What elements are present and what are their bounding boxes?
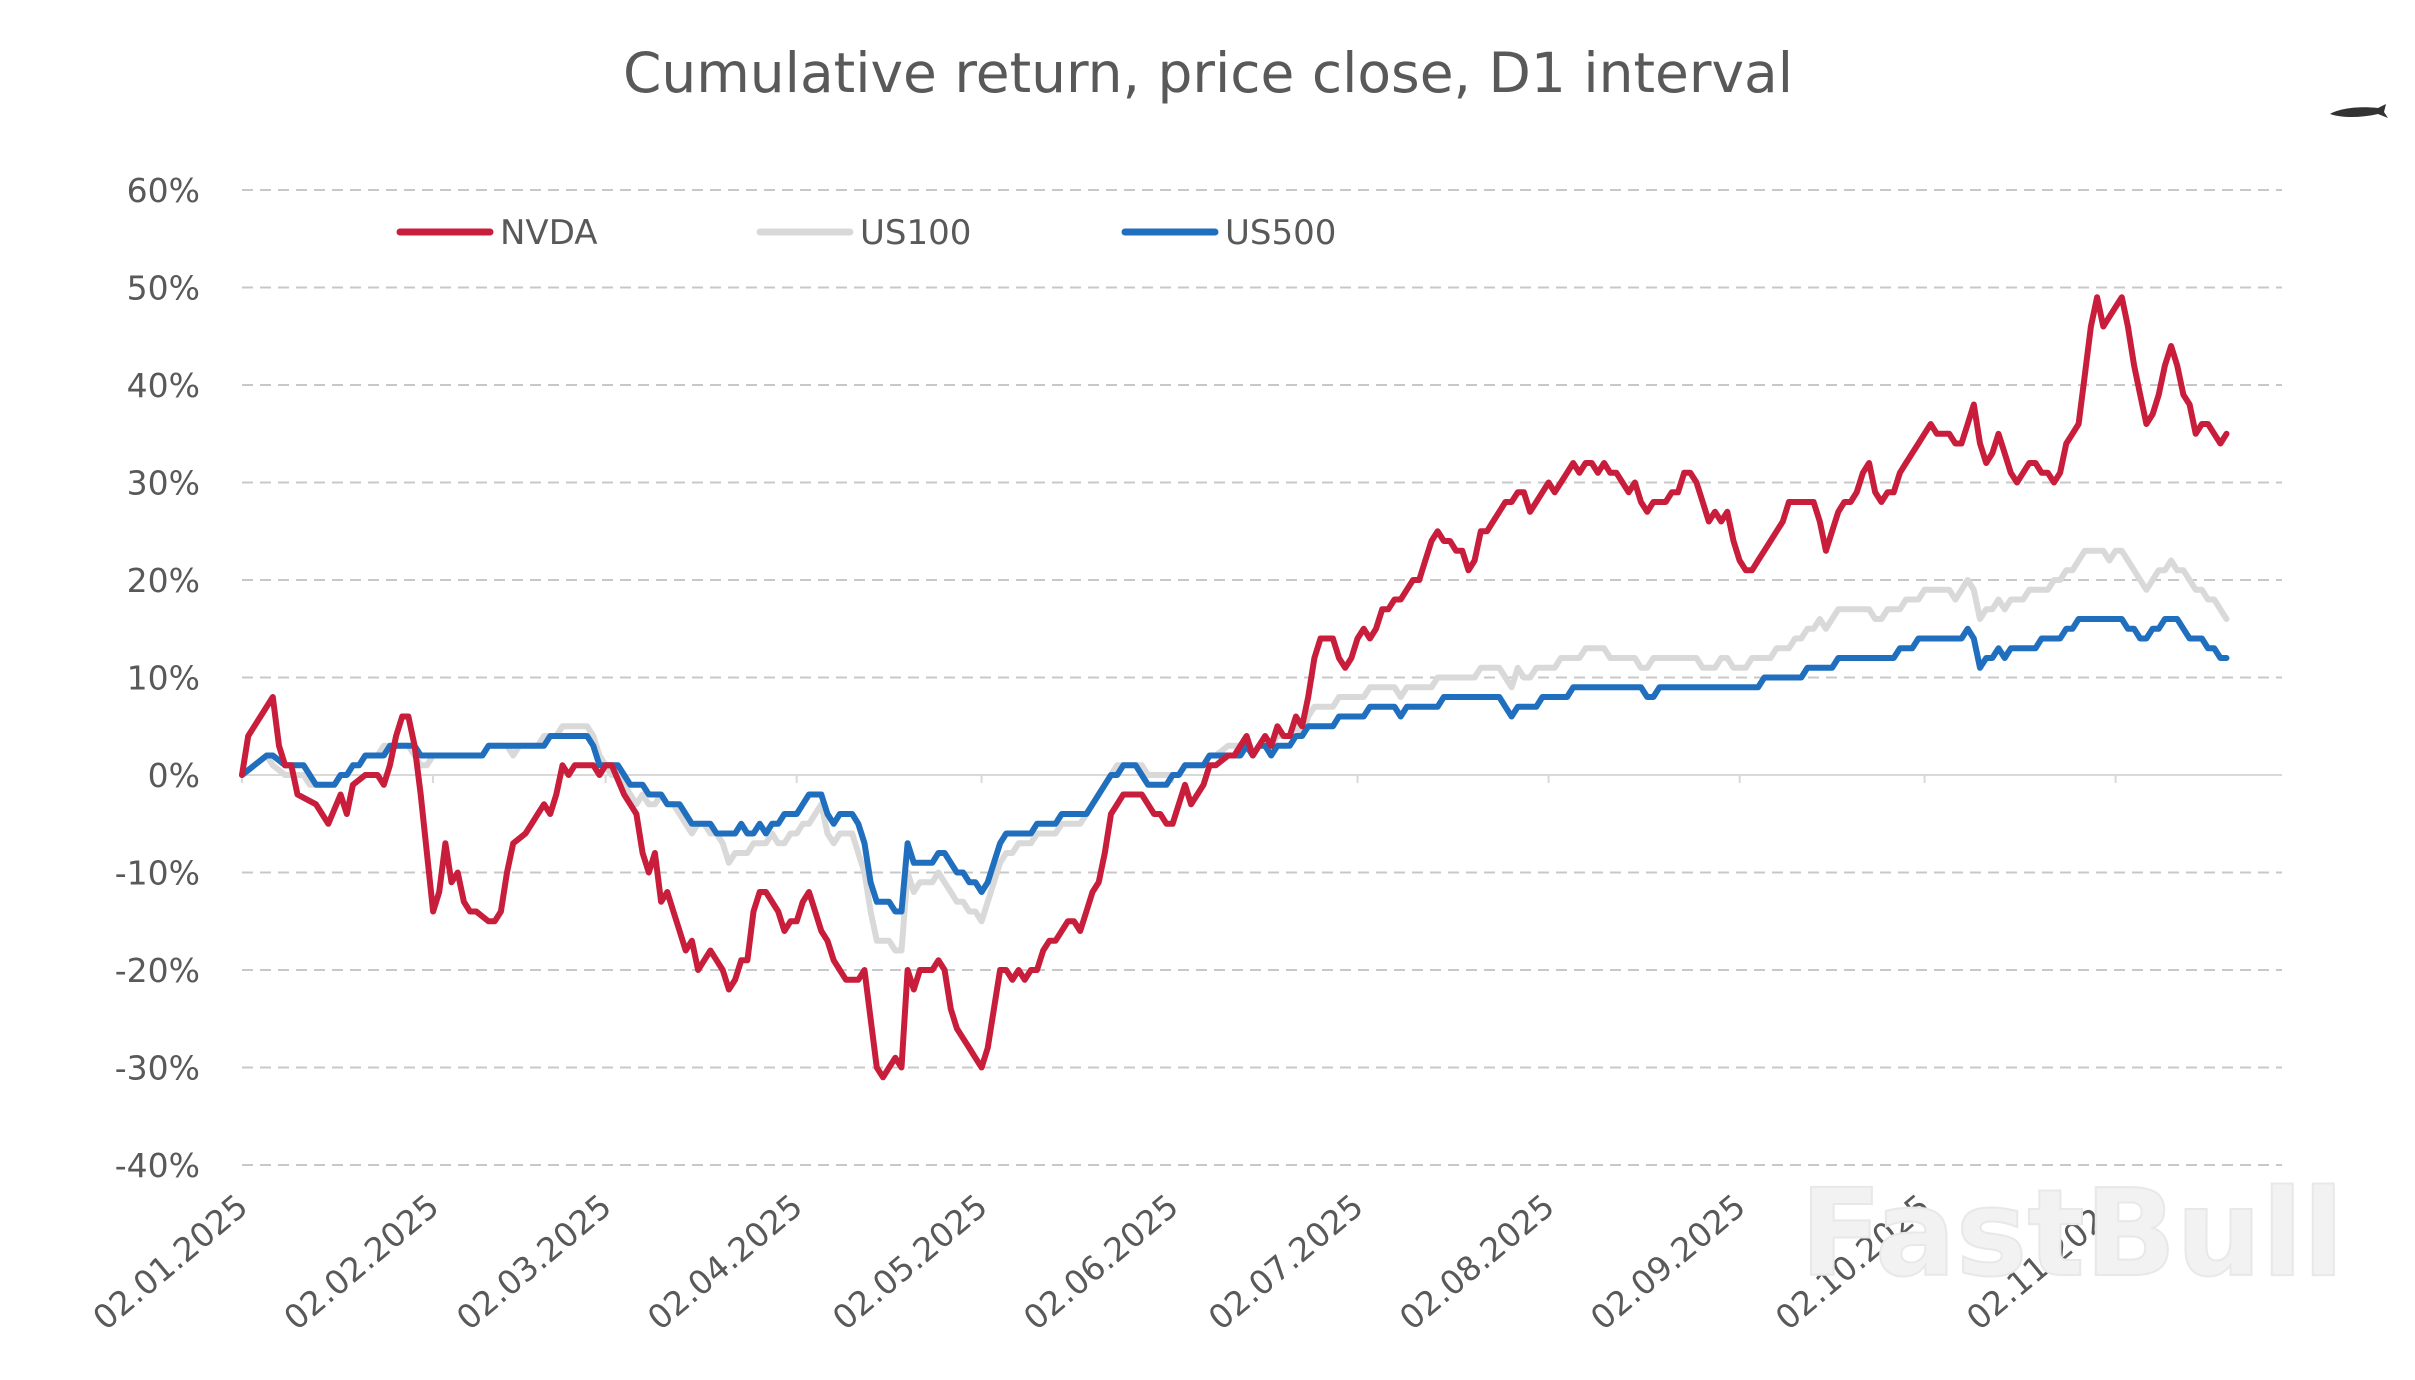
chart-title: Cumulative return, price close, D1 inter… [623, 41, 1793, 105]
legend-label-nvda: NVDA [500, 213, 598, 253]
legend-label-us500: US500 [1225, 213, 1336, 253]
legend-label-us100: US100 [860, 213, 971, 253]
series-line-us500 [239, 616, 2230, 915]
y-tick-label: 30% [127, 464, 200, 503]
y-tick-label: -30% [115, 1049, 200, 1088]
x-tick-label: 02.09.2025 [1583, 1186, 1753, 1337]
y-tick-label: 50% [127, 269, 200, 308]
y-tick-label: -10% [115, 854, 200, 893]
legend: NVDA US100 US500 [396, 213, 1336, 253]
x-tick-label: 02.06.2025 [1016, 1186, 1186, 1337]
grid-lines [242, 189, 2282, 1166]
x-tick-label: 02.05.2025 [825, 1186, 995, 1337]
y-tick-label: 10% [127, 659, 200, 698]
watermark: FastBull [1800, 1165, 2344, 1304]
x-tick-label: 02.03.2025 [449, 1186, 619, 1337]
x-tick-label: 02.01.2025 [85, 1186, 255, 1337]
x-tick-label: 02.08.2025 [1392, 1186, 1562, 1337]
y-tick-label: 40% [127, 366, 200, 405]
y-tick-label: -40% [115, 1146, 200, 1185]
fish-logo [2330, 104, 2388, 118]
y-tick-label: 20% [127, 561, 200, 600]
x-tick-label: 02.07.2025 [1201, 1186, 1371, 1337]
y-tick-label: 60% [127, 171, 200, 210]
y-tick-label: -20% [115, 951, 200, 990]
y-axis-ticks: 60% 50% 40% 30% 20% 10% 0% -10% -20% -30% -40% [115, 171, 200, 1185]
x-tick-label: 02.04.2025 [640, 1186, 810, 1337]
y-tick-label: 0% [148, 756, 200, 795]
series-line-nvda [239, 294, 2230, 1081]
series-lines [239, 294, 2230, 1081]
x-tick-label: 02.02.2025 [276, 1186, 446, 1337]
